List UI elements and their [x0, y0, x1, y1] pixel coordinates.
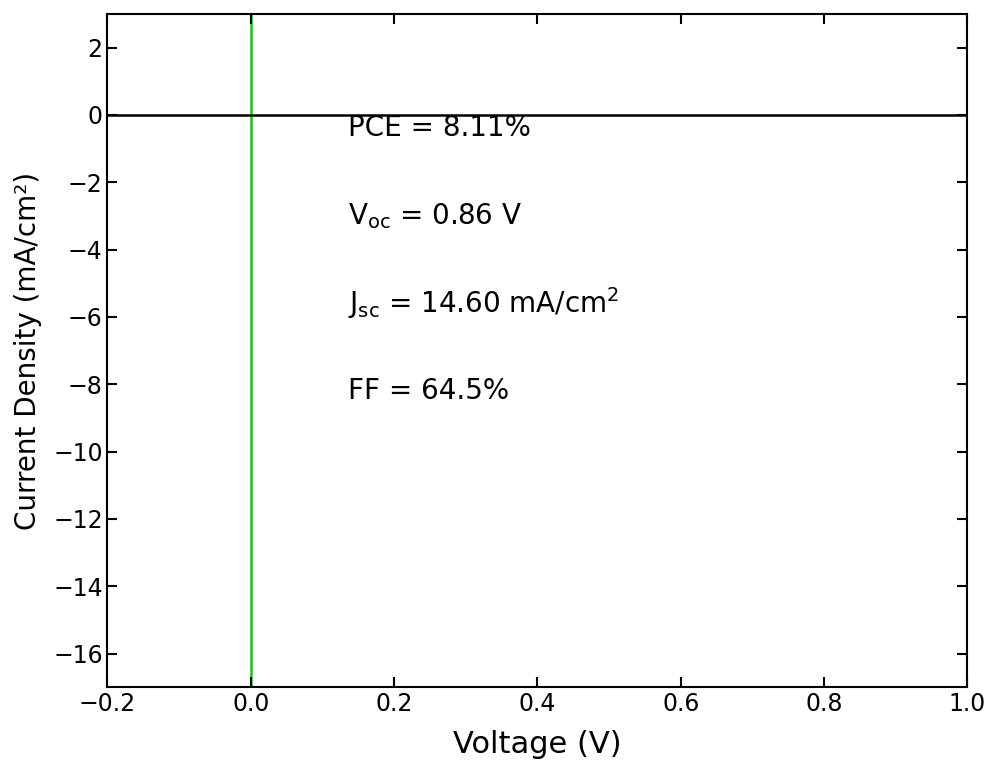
X-axis label: Voltage (V): Voltage (V) [453, 730, 622, 759]
Text: FF = 64.5%: FF = 64.5% [348, 377, 509, 405]
Text: $\mathregular{J_{sc}}$ = 14.60 mA/cm$\mathregular{^2}$: $\mathregular{J_{sc}}$ = 14.60 mA/cm$\ma… [348, 285, 619, 322]
Text: $\mathregular{V_{oc}}$ = 0.86 V: $\mathregular{V_{oc}}$ = 0.86 V [348, 201, 522, 231]
Text: PCE = 8.11%: PCE = 8.11% [348, 114, 531, 142]
Y-axis label: Current Density (mA/cm²): Current Density (mA/cm²) [14, 172, 42, 530]
